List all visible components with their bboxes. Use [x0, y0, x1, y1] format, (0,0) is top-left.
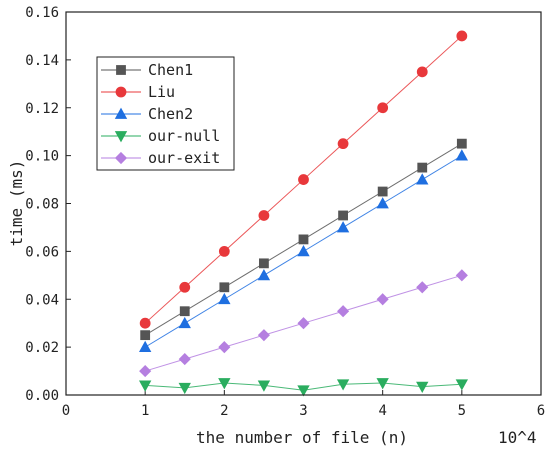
legend-item: our-exit	[101, 149, 220, 167]
data-point	[455, 269, 468, 282]
legend: Chen1 Liu Chen2 our-null our-exit	[96, 56, 235, 171]
data-point	[297, 245, 310, 257]
legend-item: Chen2	[101, 105, 193, 123]
x-tick-label: 0	[62, 403, 70, 419]
y-tick-label: 0.06	[25, 244, 59, 260]
legend-label: our-null	[148, 127, 220, 145]
data-point	[377, 102, 389, 114]
data-point	[138, 380, 152, 392]
data-point	[297, 317, 310, 330]
plot-frame	[65, 11, 542, 396]
data-point	[178, 353, 191, 366]
data-point	[218, 292, 231, 305]
data-point	[139, 364, 152, 378]
data-point	[337, 138, 349, 150]
x-tick-label: 2	[220, 403, 228, 419]
data-point	[218, 245, 230, 257]
x-tick-label: 1	[141, 403, 149, 419]
series-Liu	[139, 30, 468, 329]
legend-label: Chen2	[148, 105, 193, 123]
data-point	[257, 329, 270, 342]
data-point	[257, 268, 271, 281]
series-our-null	[138, 378, 469, 397]
data-point	[258, 210, 270, 221]
data-point	[416, 66, 428, 78]
data-point	[336, 379, 350, 391]
series-layer	[138, 30, 469, 397]
data-point	[416, 381, 429, 393]
x-tick-label: 3	[299, 403, 307, 419]
series-Chen2	[138, 149, 469, 353]
data-point	[179, 281, 191, 293]
series-Chen1	[140, 138, 467, 341]
y-tick-label: 0.10	[25, 149, 59, 165]
data-point	[179, 306, 190, 317]
data-point	[257, 380, 271, 392]
legend-label: our-exit	[148, 149, 220, 167]
legend-label: Liu	[148, 83, 175, 101]
data-point	[219, 282, 230, 293]
data-point	[455, 149, 469, 161]
legend-item: our-null	[101, 127, 220, 145]
y-tick-label: 0.08	[25, 197, 59, 213]
y-tick-label: 0.04	[25, 292, 59, 308]
data-point	[259, 258, 269, 269]
y-tick-label: 0.02	[25, 340, 59, 356]
legend-marker	[114, 107, 128, 119]
data-point	[178, 382, 191, 395]
data-point	[138, 340, 152, 353]
data-point	[297, 385, 310, 397]
legend-marker	[114, 151, 128, 165]
legend-label: Chen1	[148, 61, 193, 79]
y-axis-title: time (ms)	[7, 160, 26, 247]
legend-marker	[114, 131, 128, 143]
data-point	[416, 173, 429, 185]
y-tick-label: 0.16	[25, 5, 59, 21]
data-point	[298, 234, 309, 245]
data-point	[456, 138, 467, 149]
data-point	[376, 197, 389, 209]
x-axis-title: the number of file (n)	[196, 428, 408, 447]
y-axis-ticks: 0.00 0.02 0.04 0.06 0.08 0.10 0.12 0.14 0.16	[25, 5, 71, 404]
data-point	[376, 293, 389, 306]
data-point	[140, 330, 151, 341]
legend-marker	[115, 86, 127, 98]
data-point	[218, 378, 231, 390]
x-tick-label: 4	[378, 403, 386, 419]
data-point	[178, 316, 191, 329]
data-point	[218, 341, 231, 354]
y-tick-label: 0.00	[25, 388, 59, 404]
data-point	[338, 210, 348, 221]
data-point	[337, 305, 350, 318]
data-point	[455, 379, 469, 391]
data-point	[376, 378, 389, 390]
data-point	[139, 317, 151, 329]
data-point	[416, 281, 429, 294]
x-tick-label: 6	[537, 403, 545, 419]
data-point	[336, 221, 350, 233]
data-point	[456, 30, 468, 42]
data-point	[417, 162, 428, 173]
y-tick-label: 0.12	[25, 101, 59, 117]
y-tick-label: 0.14	[25, 53, 59, 69]
data-point	[377, 186, 388, 197]
x-tick-label: 5	[458, 403, 466, 419]
data-point	[298, 174, 309, 185]
legend-marker	[116, 65, 126, 75]
x-axis-scale-note: 10^4	[498, 428, 537, 447]
legend-item: Chen1	[101, 61, 193, 79]
legend-item: Liu	[101, 83, 175, 101]
series-our-exit	[139, 269, 468, 378]
